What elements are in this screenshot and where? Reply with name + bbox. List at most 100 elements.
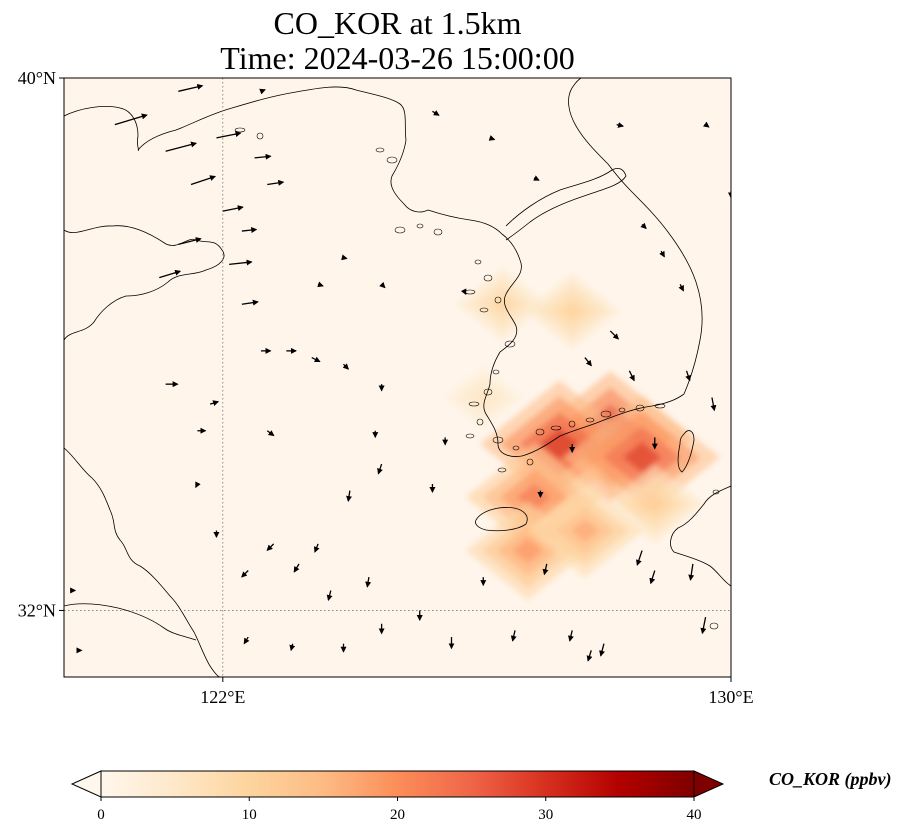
- wind-arrow: [341, 254, 348, 261]
- colorbar: 0 10 20 30 40: [70, 770, 725, 823]
- island: [709, 622, 719, 630]
- wind-arrow: [636, 550, 643, 566]
- colorbar-title: CO_KOR (ppbv): [769, 769, 892, 789]
- wind-arrow: [702, 121, 710, 128]
- wind-arrow: [313, 543, 320, 553]
- island: [497, 467, 507, 473]
- wind-arrow: [672, 690, 674, 703]
- island: [585, 417, 595, 423]
- island: [494, 296, 502, 304]
- korea-south-coast: [521, 393, 685, 457]
- island: [526, 458, 534, 466]
- tsushima-island: [677, 430, 695, 473]
- concentration-plume: [443, 267, 721, 601]
- lat-tick-label: 32°N: [18, 600, 56, 620]
- wind-arrow: [243, 636, 250, 645]
- colorbar-extend-max: [693, 770, 725, 798]
- wind-arrow: [259, 88, 266, 95]
- wind-arrow: [379, 281, 386, 289]
- dmz-border: [505, 168, 627, 241]
- colorbar-gradient: [100, 770, 695, 798]
- wind-arrow: [190, 175, 216, 186]
- wind-arrow: [685, 370, 691, 382]
- island: [504, 340, 516, 348]
- colorbar-tick-label: 10: [242, 807, 257, 823]
- wind-arrow: [700, 616, 707, 635]
- lat-tick-label: 40°N: [18, 68, 56, 88]
- island: [465, 433, 475, 439]
- wind-arrow: [165, 141, 198, 152]
- wind-arrow: [229, 259, 253, 266]
- china-coastline-south: [64, 447, 221, 677]
- wind-arrow: [377, 463, 383, 475]
- island: [468, 401, 480, 407]
- axis-tick-labels: 40°N 32°N 122°E 130°E: [18, 68, 754, 707]
- island: [416, 223, 424, 229]
- wind-arrow: [616, 122, 625, 128]
- island: [256, 132, 264, 140]
- wind-arrow: [178, 83, 204, 92]
- yangtze-mouth: [64, 603, 197, 641]
- island: [483, 388, 493, 396]
- bohai-north: [64, 106, 139, 151]
- lon-tick-label: 122°E: [200, 687, 245, 707]
- plume-cell: [443, 365, 523, 430]
- wind-arrow: [432, 110, 440, 116]
- wind-arrow: [209, 400, 220, 407]
- wind-arrow: [584, 357, 592, 367]
- liaodong-coast: [137, 86, 429, 213]
- colorbar-extend-min: [70, 770, 102, 798]
- island: [600, 410, 612, 418]
- wind-arrow: [710, 397, 717, 412]
- wind-arrow: [317, 281, 324, 288]
- wind-arrow: [241, 299, 259, 306]
- coastline: [64, 78, 731, 677]
- wind-arrow: [178, 237, 202, 246]
- map-title: CO_KOR at 1.5km: [273, 5, 522, 41]
- island: [512, 445, 520, 451]
- colorbar-tick-label: 0: [97, 807, 105, 823]
- colorbar-tick-label: 20: [390, 807, 405, 823]
- plume-cell: [456, 267, 549, 342]
- jeju-island: [475, 507, 528, 532]
- lon-tick-label: 130°E: [708, 687, 753, 707]
- wind-arrow: [510, 630, 517, 642]
- plume-cell: [605, 464, 704, 544]
- island: [394, 226, 406, 234]
- wind-arrow: [222, 205, 244, 212]
- wind-arrow: [326, 590, 333, 602]
- island: [618, 407, 626, 413]
- wind-arrow: [346, 490, 352, 503]
- map-subtitle-time: Time: 2024-03-26 15:00:00: [220, 40, 575, 76]
- wind-arrow: [542, 563, 549, 576]
- wind-arrow: [640, 222, 647, 230]
- wind-vectors: [70, 83, 731, 703]
- wind-arrow: [293, 563, 300, 573]
- wind-arrow: [533, 175, 540, 181]
- island: [483, 274, 493, 282]
- wind-arrow: [678, 284, 684, 292]
- wind-arrow: [342, 363, 350, 370]
- wind-arrow: [159, 269, 182, 279]
- kyushu-coast: [670, 485, 731, 587]
- wind-arrow: [567, 630, 574, 642]
- wind-arrow: [628, 370, 635, 382]
- island: [654, 403, 666, 409]
- wind-arrow: [599, 643, 605, 657]
- wind-arrow: [195, 481, 201, 489]
- wind-arrow: [241, 570, 249, 578]
- plume-cell: [526, 483, 644, 578]
- island: [492, 436, 504, 444]
- island: [568, 420, 576, 428]
- colorbar-tick-label: 40: [687, 807, 702, 823]
- map-background: [64, 78, 731, 677]
- island: [635, 404, 645, 412]
- wind-arrow: [649, 570, 656, 585]
- wind-arrow: [267, 179, 285, 186]
- wind-arrow: [365, 577, 372, 588]
- china-coastline: [64, 225, 225, 341]
- wind-arrow: [609, 330, 620, 340]
- wind-arrow: [266, 543, 275, 551]
- wind-arrow: [216, 131, 242, 139]
- wind-arrow: [488, 135, 496, 141]
